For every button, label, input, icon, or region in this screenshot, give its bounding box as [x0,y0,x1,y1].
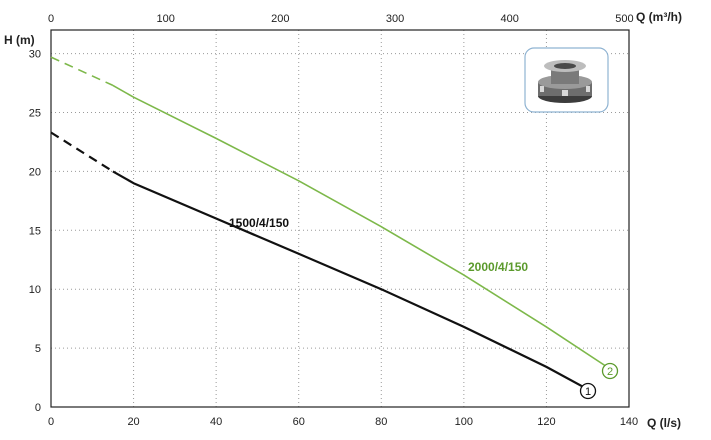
y-tick-label: 0 [35,402,41,414]
y-axis-title: H (m) [4,33,35,47]
x-axis-title: Q (l/s) [647,416,681,430]
y-tick-label: 5 [35,343,41,355]
x2-tick-label: 500 [615,13,633,25]
grid-lines [51,30,629,407]
x2-tick-label: 0 [48,13,54,25]
curve-1-marker: 1 [579,382,597,400]
x-tick-label: 120 [537,416,555,428]
x-tick-label: 100 [455,416,473,428]
x2-axis-title: Q (m³/h) [636,10,682,24]
curve-1-line [112,170,589,391]
curve-2-marker: 2 [601,362,619,380]
y-tick-label: 20 [29,166,41,178]
x-tick-label: 40 [210,416,222,428]
x-tick-label: 60 [293,416,305,428]
curve-2-dashed [50,56,114,87]
x2-tick-label: 200 [271,13,289,25]
svg-text:2: 2 [607,366,613,378]
x-tick-label: 140 [620,416,638,428]
y-tick-label: 15 [29,225,41,237]
curves [50,56,613,391]
curve-2-line [112,84,613,372]
curve-label-2: 2000/4/150 [468,260,528,274]
curve-1-dashed [50,131,114,173]
y-tick-label: 25 [29,107,41,119]
x2-tick-label: 100 [157,13,175,25]
y-tick-label: 10 [29,284,41,296]
curve-label-1: 1500/4/150 [229,216,289,230]
x-tick-label: 80 [375,416,387,428]
pump-icon [538,60,592,103]
x-tick-label: 20 [127,416,139,428]
plot-frame [50,29,630,408]
y-tick-label: 30 [29,49,41,61]
x2-tick-label: 300 [386,13,404,25]
pump-photo-inset [524,47,609,113]
svg-text:1: 1 [585,386,591,398]
x-tick-label: 0 [48,416,54,428]
x2-tick-label: 400 [501,13,519,25]
